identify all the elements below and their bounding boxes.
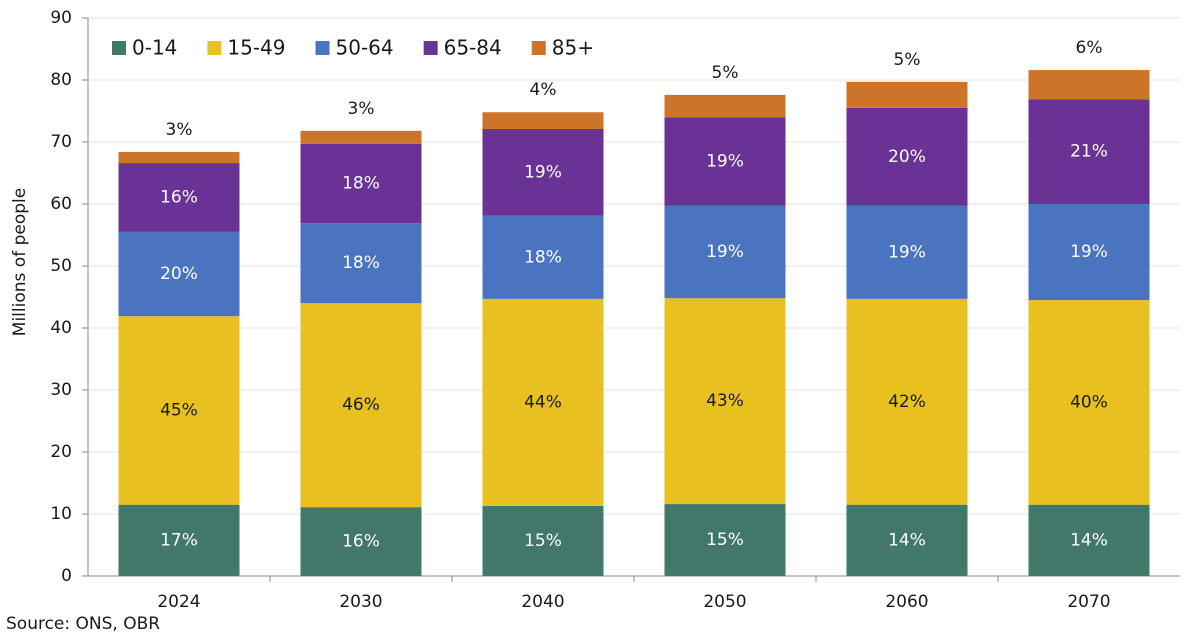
bar-segment	[1028, 99, 1150, 204]
legend-swatch	[207, 41, 222, 55]
bar-segment	[664, 504, 786, 576]
bar-segment	[1028, 70, 1150, 100]
legend-swatch	[531, 41, 546, 55]
x-tick-label: 2040	[521, 592, 564, 612]
bar-segment	[118, 316, 240, 505]
x-tick-label: 2024	[157, 592, 200, 612]
y-tick-label: 70	[50, 132, 72, 152]
segment-label: 18%	[342, 253, 380, 273]
bar-segment	[1028, 504, 1150, 576]
segment-label: 20%	[888, 147, 926, 167]
bar-segment	[118, 231, 240, 317]
y-tick-label: 80	[50, 70, 72, 90]
bar-segment	[846, 298, 968, 505]
legend-swatch	[423, 41, 438, 55]
y-tick-label: 60	[50, 194, 72, 214]
segment-label: 19%	[888, 242, 926, 262]
bar-segment	[118, 163, 240, 232]
x-tick-label: 2060	[885, 592, 928, 612]
segment-label: 43%	[706, 391, 744, 411]
legend-swatch	[315, 41, 330, 55]
segment-label: 5%	[894, 50, 921, 70]
segment-label: 21%	[1070, 142, 1108, 162]
segment-label: 19%	[706, 242, 744, 262]
bar-segment	[300, 507, 422, 576]
segment-label: 19%	[706, 152, 744, 172]
bar-segment	[1028, 300, 1150, 505]
segment-label: 20%	[160, 264, 198, 284]
legend-label: 85+	[552, 36, 594, 60]
segment-label: 18%	[342, 174, 380, 194]
segment-label: 18%	[524, 247, 562, 267]
bar-segment	[482, 215, 604, 299]
segment-label: 14%	[888, 530, 926, 550]
source-note: Source: ONS, OBR	[6, 614, 160, 634]
x-tick-label: 2070	[1067, 592, 1110, 612]
bar-segment	[482, 505, 604, 576]
legend-label: 15-49	[227, 36, 285, 60]
y-tick-label: 20	[50, 442, 72, 462]
bar-segment	[846, 205, 968, 299]
segment-label: 4%	[530, 80, 557, 100]
segment-label: 19%	[1070, 242, 1108, 262]
segment-label: 15%	[524, 531, 562, 551]
x-tick-label: 2050	[703, 592, 746, 612]
y-tick-label: 10	[50, 504, 72, 524]
segment-label: 44%	[524, 392, 562, 412]
y-tick-label: 40	[50, 318, 72, 338]
bar-segment	[118, 504, 240, 576]
legend-label: 65-84	[444, 36, 502, 60]
y-axis-title: Millions of people	[10, 188, 30, 336]
bar-segment	[300, 130, 422, 144]
segment-label: 17%	[160, 530, 198, 550]
y-tick-label: 90	[50, 8, 72, 28]
bar-segment	[1028, 204, 1150, 301]
segment-label: 40%	[1070, 392, 1108, 412]
bar-segment	[118, 151, 240, 164]
bar-segment	[664, 117, 786, 206]
legend-label: 0-14	[132, 36, 177, 60]
bar-segment	[846, 504, 968, 576]
segment-label: 42%	[888, 392, 926, 412]
bar-segment	[664, 94, 786, 118]
segment-label: 46%	[342, 395, 380, 415]
bar-segment	[482, 128, 604, 216]
legend-swatch	[112, 41, 126, 55]
bar-segment	[300, 143, 422, 224]
segment-label: 19%	[524, 162, 562, 182]
x-tick-label: 2030	[339, 592, 382, 612]
segment-label: 15%	[706, 530, 744, 550]
bar-segment	[664, 298, 786, 505]
segment-label: 14%	[1070, 530, 1108, 550]
segment-label: 3%	[166, 120, 193, 140]
segment-label: 16%	[342, 532, 380, 552]
bar-segment	[846, 81, 968, 108]
y-tick-label: 30	[50, 380, 72, 400]
bar-segment	[846, 107, 968, 206]
segment-label: 3%	[348, 99, 375, 119]
segment-label: 6%	[1076, 38, 1103, 58]
bar-segment	[482, 112, 604, 129]
segment-label: 45%	[160, 400, 198, 420]
segment-label: 5%	[712, 63, 739, 83]
y-tick-label: 50	[50, 256, 72, 276]
bar-segment	[482, 298, 604, 506]
y-tick-label: 0	[61, 566, 72, 586]
bar-segment	[300, 303, 422, 508]
bar-segment	[300, 223, 422, 304]
legend-label: 50-64	[336, 36, 394, 60]
segment-label: 16%	[160, 187, 198, 207]
bar-segment	[664, 205, 786, 299]
